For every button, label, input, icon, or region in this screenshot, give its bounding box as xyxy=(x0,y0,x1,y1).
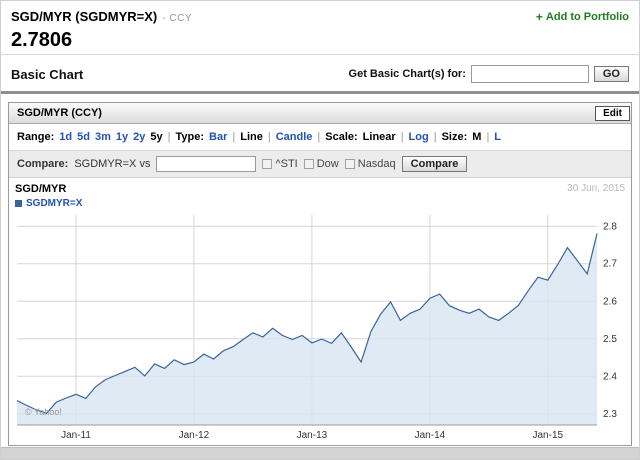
separator: | xyxy=(167,131,171,143)
svg-text:Jan-15: Jan-15 xyxy=(533,430,564,441)
separator: | xyxy=(267,131,271,143)
scale-label: Scale: xyxy=(325,131,358,143)
go-button[interactable]: GO xyxy=(593,66,629,82)
separator: | xyxy=(486,131,490,143)
range-5y-selected[interactable]: 5y xyxy=(150,131,163,143)
scale-linear-selected[interactable]: Linear xyxy=(362,131,396,143)
separator: | xyxy=(317,131,321,143)
nasdaq-checkbox[interactable] xyxy=(344,159,355,169)
symbol-search-input[interactable] xyxy=(470,65,589,83)
chart-date: 30 Jun, 2015 xyxy=(567,183,625,194)
svg-text:Jan-13: Jan-13 xyxy=(297,430,328,441)
separator: | xyxy=(400,131,404,143)
add-to-portfolio-link[interactable]: + Add to Portfolio xyxy=(536,10,629,24)
svg-text:Jan-12: Jan-12 xyxy=(179,430,210,441)
section-header: Basic Chart Get Basic Chart(s) for: GO xyxy=(1,55,639,94)
separator: | xyxy=(232,131,236,143)
symbol-title: SGD/MYR (SGDMYR=X) xyxy=(11,9,158,24)
svg-text:2.8: 2.8 xyxy=(603,221,617,232)
size-label: Size: xyxy=(441,131,468,143)
size-l[interactable]: L xyxy=(494,131,502,143)
title-row: SGD/MYR (SGDMYR=X) - CCY + Add to Portfo… xyxy=(11,9,629,24)
compare-bar: Compare: SGDMYR=X vs ^STI Dow Nasdaq Com… xyxy=(9,150,631,178)
svg-text:2.3: 2.3 xyxy=(603,409,617,420)
range-5d[interactable]: 5d xyxy=(77,131,90,143)
size-m-selected[interactable]: M xyxy=(472,131,482,143)
dow-checkbox-group: Dow xyxy=(303,158,339,170)
range-1y[interactable]: 1y xyxy=(115,131,129,143)
compare-button[interactable]: Compare xyxy=(401,156,468,172)
scale-log[interactable]: Log xyxy=(408,131,429,143)
svg-text:Jan-14: Jan-14 xyxy=(415,430,446,441)
dow-checkbox-label[interactable]: Dow xyxy=(316,158,339,170)
chart-area: SGD/MYR SGDMYR=X 30 Jun, 2015 2.3 2.4 2.5 2… xyxy=(9,178,631,445)
chart-module-header: SGD/MYR (CCY) Edit xyxy=(9,103,631,124)
legend-swatch xyxy=(15,200,22,207)
svg-text:2.6: 2.6 xyxy=(603,296,617,307)
sti-checkbox[interactable] xyxy=(262,159,273,169)
range-label: Range: xyxy=(17,131,55,143)
type-bar[interactable]: Bar xyxy=(209,131,228,143)
add-to-portfolio-label: Add to Portfolio xyxy=(545,11,629,23)
page-bottom-strip xyxy=(1,447,639,459)
type-line-selected[interactable]: Line xyxy=(240,131,263,143)
price-chart[interactable]: 2.3 2.4 2.5 2.6 2.7 2.8 Jan-11 Jan-12 Jan-13 Jan-… xyxy=(15,211,625,443)
plus-icon: + xyxy=(535,10,543,24)
compare-label: Compare: xyxy=(17,158,69,170)
compare-input[interactable] xyxy=(156,156,257,172)
separator: | xyxy=(433,131,437,143)
compare-symbol: SGDMYR=X vs xyxy=(74,158,151,170)
get-chart-form: Get Basic Chart(s) for: GO xyxy=(349,65,629,83)
legend-label: SGDMYR=X xyxy=(26,198,83,209)
current-price: 2.7806 xyxy=(11,29,73,51)
svg-text:2.5: 2.5 xyxy=(603,334,617,345)
get-chart-label: Get Basic Chart(s) for: xyxy=(348,68,466,80)
range-3m[interactable]: 3m xyxy=(94,131,111,143)
type-label: Type: xyxy=(175,131,205,143)
range-1d[interactable]: 1d xyxy=(59,131,73,143)
chart-module: SGD/MYR (CCY) Edit Range: 1d 5d 3m 1y 2y… xyxy=(8,102,632,446)
quote-header: SGD/MYR (SGDMYR=X) - CCY + Add to Portfo… xyxy=(1,1,639,55)
svg-text:2.4: 2.4 xyxy=(603,371,617,382)
type-candle[interactable]: Candle xyxy=(275,131,313,143)
dow-checkbox[interactable] xyxy=(303,159,314,169)
legend: SGDMYR=X xyxy=(15,198,82,209)
chart-head: SGD/MYR SGDMYR=X 30 Jun, 2015 xyxy=(15,183,625,209)
nasdaq-checkbox-label[interactable]: Nasdaq xyxy=(357,158,396,170)
chart-title: SGD/MYR xyxy=(15,183,67,195)
chart-module-title: SGD/MYR (CCY) xyxy=(17,107,102,119)
edit-button[interactable]: Edit xyxy=(595,105,630,121)
symbol-type-label: - CCY xyxy=(162,13,192,24)
yahoo-copyright: © Yahoo! xyxy=(25,407,62,417)
section-title: Basic Chart xyxy=(11,66,84,82)
range-2y[interactable]: 2y xyxy=(133,131,146,143)
chart-toolbar: Range: 1d 5d 3m 1y 2y 5y | Type: Bar | L… xyxy=(9,124,631,150)
sti-checkbox-group: ^STI xyxy=(262,158,298,170)
nasdaq-checkbox-group: Nasdaq xyxy=(344,158,396,170)
sti-checkbox-label[interactable]: ^STI xyxy=(275,158,298,170)
svg-text:Jan-11: Jan-11 xyxy=(61,430,91,441)
svg-text:2.7: 2.7 xyxy=(603,259,617,270)
